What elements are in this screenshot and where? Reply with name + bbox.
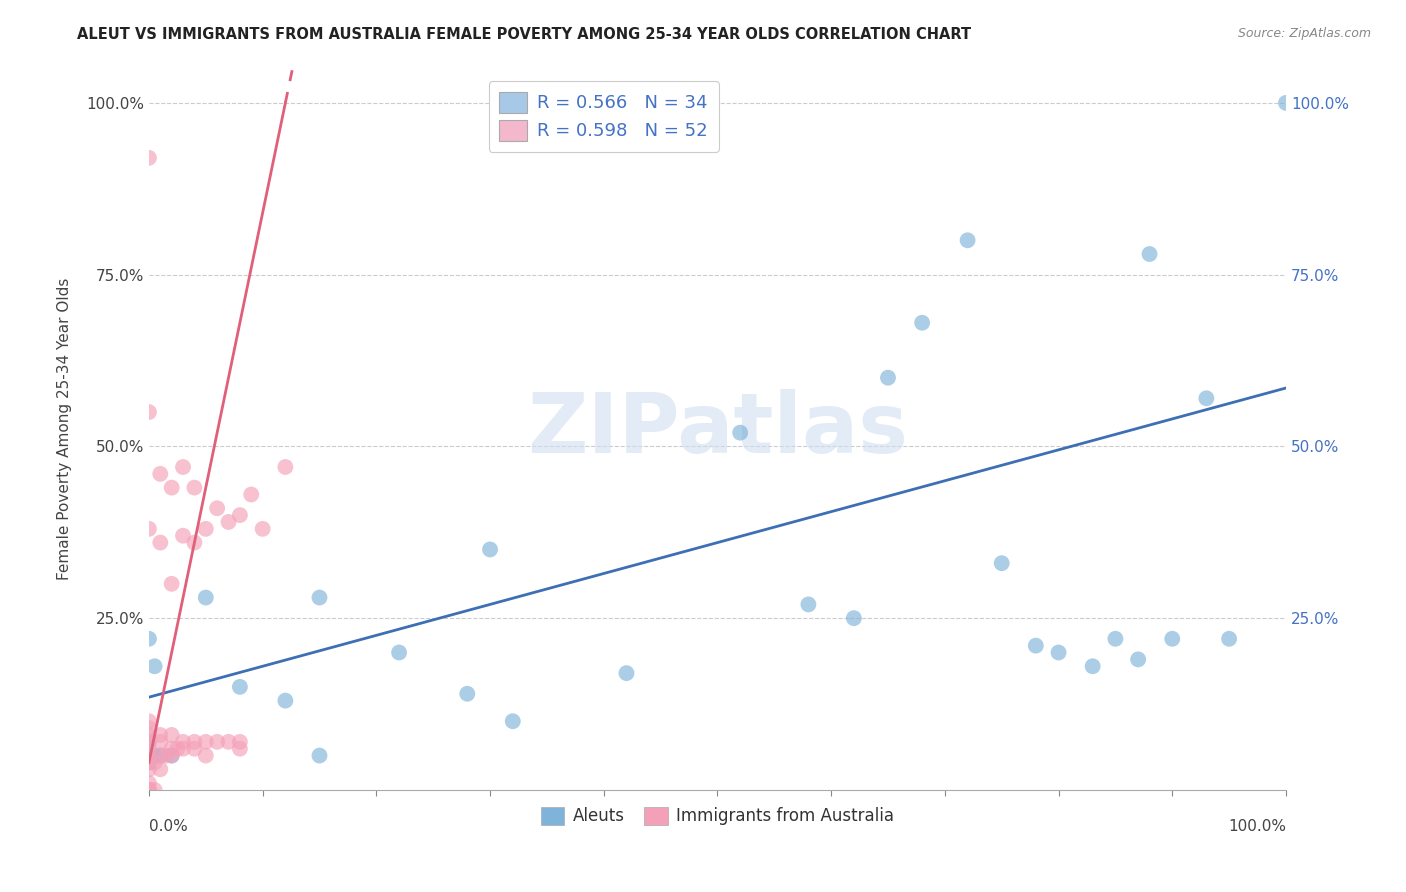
Point [479, 542, 502, 557]
Point [218, 515, 240, 529]
Point [990, 556, 1012, 570]
Point [274, 460, 297, 475]
Point [160, 576, 183, 591]
Point [1047, 646, 1070, 660]
Point [160, 728, 183, 742]
Point [183, 481, 205, 495]
Point [308, 591, 330, 605]
Point [183, 735, 205, 749]
Point [1218, 632, 1240, 646]
Point [138, 783, 160, 797]
Point [1275, 95, 1298, 110]
Point [797, 598, 820, 612]
Point [149, 728, 172, 742]
Point [160, 748, 183, 763]
Text: 0.0%: 0.0% [149, 819, 187, 834]
Y-axis label: Female Poverty Among 25-34 Year Olds: Female Poverty Among 25-34 Year Olds [58, 278, 72, 581]
Point [143, 756, 166, 770]
Point [1126, 652, 1149, 666]
Point [205, 735, 228, 749]
Point [194, 748, 217, 763]
Point [138, 783, 160, 797]
Point [138, 762, 160, 776]
Point [138, 721, 160, 735]
Point [149, 467, 172, 481]
Point [138, 632, 160, 646]
Point [194, 591, 217, 605]
Point [172, 735, 194, 749]
Point [138, 735, 160, 749]
Point [138, 756, 160, 770]
Point [229, 508, 252, 522]
Text: Source: ZipAtlas.com: Source: ZipAtlas.com [1237, 27, 1371, 40]
Point [194, 735, 217, 749]
Point [172, 741, 194, 756]
Point [149, 762, 172, 776]
Point [143, 783, 166, 797]
Point [308, 748, 330, 763]
Point [956, 233, 979, 247]
Point [456, 687, 478, 701]
Point [138, 405, 160, 419]
Point [172, 529, 194, 543]
Point [138, 776, 160, 790]
Text: 100.0%: 100.0% [1227, 819, 1286, 834]
Point [160, 481, 183, 495]
Point [1195, 392, 1218, 406]
Point [160, 748, 183, 763]
Point [172, 460, 194, 475]
Point [1081, 659, 1104, 673]
Legend: Aleuts, Immigrants from Australia: Aleuts, Immigrants from Australia [534, 800, 901, 832]
Point [138, 735, 160, 749]
Point [218, 735, 240, 749]
Point [728, 425, 751, 440]
Point [229, 741, 252, 756]
Point [1139, 247, 1161, 261]
Point [183, 741, 205, 756]
Point [911, 316, 934, 330]
Point [138, 783, 160, 797]
Point [1025, 639, 1047, 653]
Point [149, 748, 172, 763]
Point [166, 741, 188, 756]
Point [149, 735, 172, 749]
Point [138, 151, 160, 165]
Point [205, 501, 228, 516]
Point [138, 522, 160, 536]
Point [138, 756, 160, 770]
Point [160, 741, 183, 756]
Text: ALEUT VS IMMIGRANTS FROM AUSTRALIA FEMALE POVERTY AMONG 25-34 YEAR OLDS CORRELAT: ALEUT VS IMMIGRANTS FROM AUSTRALIA FEMAL… [77, 27, 972, 42]
Point [1104, 632, 1126, 646]
Point [138, 748, 160, 763]
Point [138, 728, 160, 742]
Point [842, 611, 865, 625]
Point [138, 741, 160, 756]
Point [616, 666, 638, 681]
Point [143, 748, 166, 763]
Point [1161, 632, 1184, 646]
Point [502, 714, 524, 729]
Point [149, 535, 172, 549]
Point [877, 370, 900, 384]
Point [229, 735, 252, 749]
Point [138, 714, 160, 729]
Point [143, 659, 166, 673]
Text: ZIPatlas: ZIPatlas [527, 389, 908, 470]
Point [252, 522, 274, 536]
Point [388, 646, 411, 660]
Point [155, 748, 177, 763]
Point [274, 693, 297, 707]
Point [194, 522, 217, 536]
Point [183, 535, 205, 549]
Point [149, 748, 172, 763]
Point [240, 487, 263, 501]
Point [138, 783, 160, 797]
Point [229, 680, 252, 694]
